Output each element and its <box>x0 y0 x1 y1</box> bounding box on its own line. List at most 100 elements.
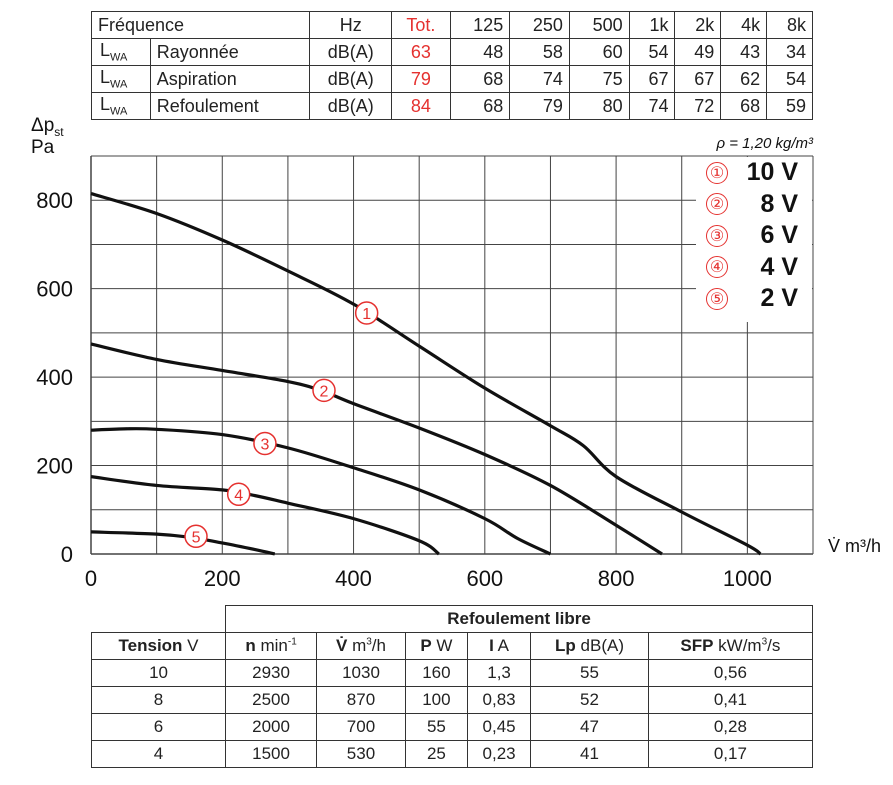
fan-curve-chart: 1 2 3 4 5 0 200 400 600 800 1000 0 200 400 600 800 Δps… <box>31 115 881 591</box>
row-total: 79 <box>391 65 451 93</box>
y-tick-label: 400 <box>36 365 73 390</box>
band-250: 250 <box>509 11 570 39</box>
band-500: 500 <box>568 11 630 39</box>
acoustic-row-rayonnee: LWA Rayonnée dB(A) 63 48 58 60 54 49 43 … <box>91 38 813 66</box>
chart-curves <box>90 192 762 556</box>
row-label: Rayonnée <box>149 38 311 66</box>
y-axis-label: Δpst <box>31 115 64 139</box>
x-tick-label: 200 <box>204 566 241 591</box>
band-8k: 8k <box>766 11 813 39</box>
frequency-label: Fréquence <box>90 11 311 39</box>
x-tick-label: 0 <box>85 566 97 591</box>
group-title: Refoulement libre <box>225 605 813 633</box>
chart-grid <box>90 155 814 555</box>
cell: 34 <box>766 38 813 66</box>
row-total: 84 <box>391 92 451 120</box>
cell: 870 <box>316 686 406 714</box>
total-label: Tot. <box>391 11 451 39</box>
curve-label-circle <box>226 482 251 507</box>
row-unit: dB(A) <box>309 38 393 66</box>
cell: 700 <box>316 713 406 741</box>
curve-label-2: 2 <box>312 378 336 403</box>
cell: 60 <box>568 38 630 66</box>
perf-row: 8 2500 870 100 0,83 52 0,41 <box>90 686 814 714</box>
header-current: I A <box>466 632 532 660</box>
lwa-symbol: LWA <box>91 92 151 120</box>
cell: 0,56 <box>647 659 814 687</box>
legend-label: 10 V <box>746 158 798 187</box>
cell: 75 <box>568 65 630 93</box>
legend-item: ③ 6 V <box>696 220 812 252</box>
hz-label: Hz <box>309 11 393 39</box>
lwa-symbol: LWA <box>91 38 151 66</box>
cell: 10 <box>90 659 227 687</box>
legend-label: 4 V <box>760 252 798 281</box>
curve-5 <box>90 530 276 556</box>
legend-item: ① 10 V <box>696 157 812 189</box>
cell: 67 <box>674 65 722 93</box>
cell: 79 <box>509 92 570 120</box>
cell: 530 <box>316 740 406 768</box>
cell: 72 <box>674 92 722 120</box>
cell: 62 <box>720 65 768 93</box>
cell: 1030 <box>316 659 406 687</box>
curve-label-3: 3 <box>253 431 277 456</box>
perf-row: 4 1500 530 25 0,23 41 0,17 <box>90 740 814 768</box>
curve-label-4: 4 <box>226 482 251 507</box>
x-tick-label: 800 <box>598 566 635 591</box>
chart-curve-labels: 1 2 3 4 5 <box>184 301 379 549</box>
blank-cell <box>91 605 227 633</box>
cell: 67 <box>628 65 676 93</box>
cell: 68 <box>720 92 768 120</box>
performance-table: Refoulement libre Tension V n min-1 V̇ m… <box>90 605 814 768</box>
cell: 0,17 <box>647 740 814 768</box>
acoustic-table: Fréquence Hz Tot. 125 250 500 1k 2k 4k 8… <box>90 11 813 120</box>
band-4k: 4k <box>720 11 768 39</box>
legend-marker: ① <box>706 161 728 184</box>
curve-3 <box>90 427 552 556</box>
perf-group-row: Refoulement libre <box>91 605 813 633</box>
row-unit: dB(A) <box>309 92 393 120</box>
curve-label-circle <box>253 431 277 456</box>
curve-label-circle <box>312 378 336 403</box>
cell: 43 <box>720 38 768 66</box>
row-label: Refoulement <box>149 92 311 120</box>
chart-legend: ① 10 V ② 8 V ③ 6 V ④ 4 V ⑤ 2 V <box>696 157 812 322</box>
curve-label-5: 5 <box>184 524 208 549</box>
cell: 68 <box>449 92 511 120</box>
curve-2 <box>90 342 663 556</box>
cell: 0,45 <box>466 713 532 741</box>
cell: 2000 <box>225 713 318 741</box>
header-speed: n min-1 <box>225 632 318 660</box>
cell: 68 <box>449 65 511 93</box>
header-lp: Lp dB(A) <box>530 632 649 660</box>
y-tick-label: 200 <box>36 454 73 479</box>
legend-item: ④ 4 V <box>696 252 812 284</box>
cell: 74 <box>628 92 676 120</box>
legend-label: 8 V <box>760 189 798 218</box>
y-tick-label: 800 <box>36 188 73 213</box>
curve-label-number: 3 <box>260 436 269 453</box>
band-125: 125 <box>449 11 511 39</box>
curve-label-1: 1 <box>354 301 379 325</box>
acoustic-row-aspiration: LWA Aspiration dB(A) 79 68 74 75 67 67 6… <box>91 65 813 93</box>
perf-header-row: Tension V n min-1 V̇ m3/h P W I A Lp dB(… <box>90 632 814 660</box>
cell: 2500 <box>225 686 318 714</box>
cell: 0,28 <box>647 713 814 741</box>
cell: 2930 <box>225 659 318 687</box>
cell: 59 <box>766 92 813 120</box>
legend-label: 2 V <box>760 284 798 313</box>
header-tension: Tension V <box>90 632 227 660</box>
band-1k: 1k <box>628 11 676 39</box>
density-note: ρ = 1,20 kg/m³ <box>715 135 814 152</box>
band-2k: 2k <box>674 11 722 39</box>
cell: 6 <box>90 713 227 741</box>
legend-marker: ④ <box>706 256 728 279</box>
curve-1 <box>90 192 762 556</box>
perf-row: 6 2000 700 55 0,45 47 0,28 <box>90 713 814 741</box>
header-flow: V̇ m3/h <box>316 632 406 660</box>
row-unit: dB(A) <box>309 65 393 93</box>
cell: 54 <box>766 65 813 93</box>
y-tick-label: 0 <box>61 542 73 567</box>
curve-4 <box>90 475 440 556</box>
